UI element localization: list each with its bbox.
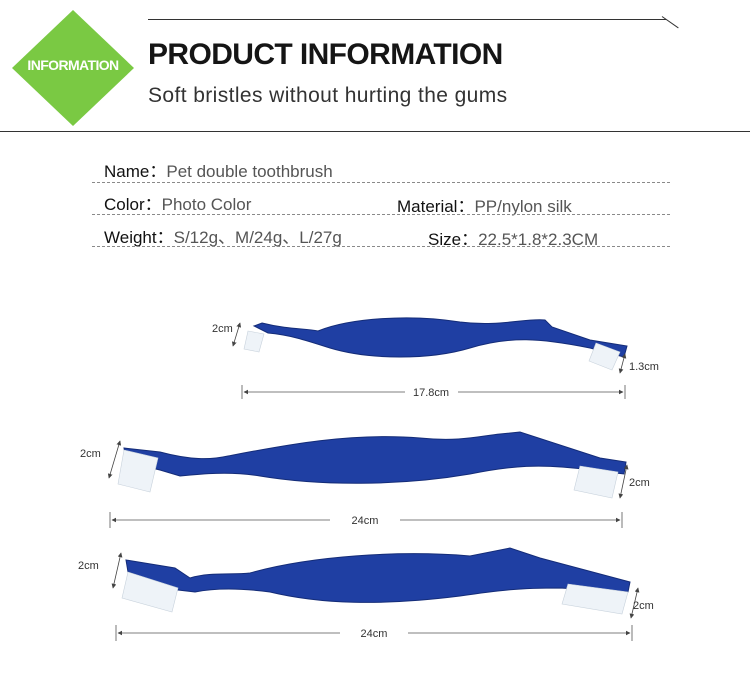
- brush-1-head-right: 1.3cm: [629, 361, 659, 373]
- spec-color: Color：Photo Color: [104, 190, 251, 215]
- spec-size-label: Size：: [428, 230, 479, 249]
- spec-color-label: Color：: [104, 195, 162, 214]
- bristles-icon: [588, 342, 621, 371]
- bristles-icon: [573, 465, 619, 499]
- top-rule: [148, 19, 666, 20]
- badge-label: INFORMATION: [27, 57, 119, 73]
- brush-3-head-right: 2cm: [633, 600, 654, 612]
- dimension-line: [111, 552, 123, 589]
- toothbrush-large: [117, 431, 627, 499]
- spec-weight-label: Weight：: [104, 228, 174, 247]
- bristles-icon: [561, 583, 629, 615]
- dimension-line: [618, 464, 629, 499]
- spec-color-value: Photo Color: [161, 195, 252, 214]
- brush-3-head-left: 2cm: [78, 560, 99, 572]
- spec-divider: [92, 182, 670, 183]
- brush-2-head-left: 2cm: [80, 448, 101, 460]
- spec-weight-value: S/12g、M/24g、L/27g: [173, 228, 342, 247]
- diamond-icon: [12, 10, 134, 126]
- toothbrush-large-side: [121, 547, 631, 615]
- spec-divider: [92, 214, 670, 215]
- dimension-line: [629, 587, 640, 619]
- brush-1-head-left: 2cm: [212, 323, 233, 335]
- bristles-icon: [117, 449, 159, 493]
- bristles-icon: [121, 571, 179, 613]
- toothbrush-handle: [252, 317, 628, 358]
- brush-1-length: 17.8cm: [413, 387, 449, 399]
- dimension-line: [107, 440, 122, 479]
- toothbrush-handle: [125, 547, 631, 603]
- spec-name: Name：Pet double toothbrush: [104, 157, 333, 182]
- brush-2-length: 24cm: [352, 515, 379, 527]
- brush-3-length: 24cm: [361, 628, 388, 640]
- brush-2-head-right: 2cm: [629, 477, 650, 489]
- dimension-line: [231, 322, 242, 347]
- product-dimensions: 2cm 1.3cm 17.8cm 2cm 2cm 24cm 2cm 2cm 24…: [78, 317, 659, 641]
- spec-size-value: 22.5*1.8*2.3CM: [478, 230, 599, 249]
- spec-divider: [92, 246, 670, 247]
- toothbrush-handle: [123, 431, 627, 484]
- spec-material: Material：PP/nylon silk: [397, 192, 572, 217]
- spec-weight: Weight：S/12g、M/24g、L/27g: [104, 223, 342, 248]
- spec-material-label: Material：: [397, 197, 475, 216]
- dimension-line: [618, 353, 627, 374]
- page-title: PRODUCT INFORMATION: [148, 38, 503, 71]
- information-badge: INFORMATION: [12, 10, 134, 126]
- toothbrush-small: [243, 317, 628, 371]
- spec-name-value: Pet double toothbrush: [166, 162, 333, 181]
- spec-size: Size：22.5*1.8*2.3CM: [428, 225, 598, 250]
- spec-material-value: PP/nylon silk: [474, 197, 572, 216]
- spec-name-label: Name：: [104, 162, 167, 181]
- top-rule-tick: [661, 16, 679, 29]
- section-divider: [0, 131, 750, 132]
- bristles-icon: [243, 330, 265, 353]
- page-subtitle: Soft bristles without hurting the gums: [148, 84, 508, 107]
